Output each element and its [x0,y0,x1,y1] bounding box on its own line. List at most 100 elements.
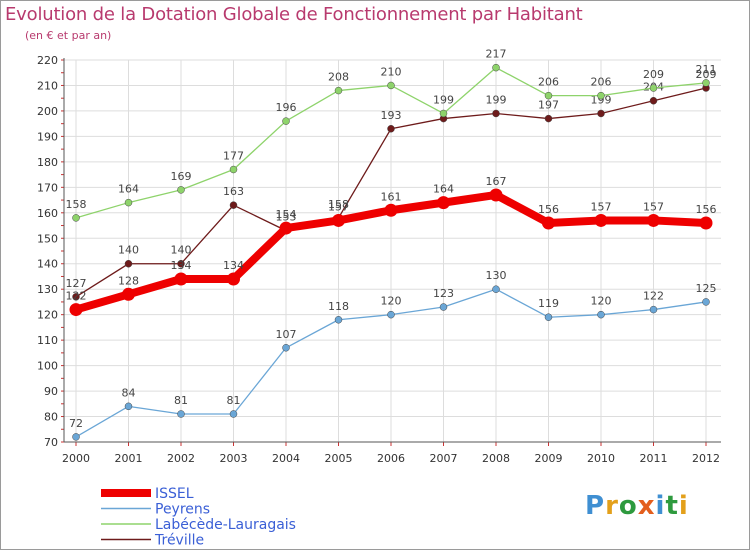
data-label: 119 [538,297,559,310]
data-point [439,303,448,311]
y-tick-label: 210 [37,79,58,92]
data-label: 157 [643,200,664,213]
x-tick-label: 2006 [377,452,405,465]
data-label: 154 [276,208,297,221]
legend-label: Labécède-Lauragais [155,517,296,533]
data-point [122,287,135,301]
data-label: 107 [276,328,297,341]
data-label: 125 [696,282,717,295]
data-label: 197 [538,99,559,112]
data-point [69,303,83,317]
logo-letter: t [665,491,679,521]
data-label: 199 [433,93,454,106]
data-point [177,259,185,268]
y-tick-label: 110 [37,334,58,347]
data-label: 157 [591,200,612,213]
data-label: 157 [328,200,349,213]
data-point [124,198,133,207]
data-label: 158 [66,198,87,211]
data-label: 120 [591,295,612,308]
data-point [72,293,80,301]
data-point [439,109,448,118]
data-point [229,410,238,418]
x-tick-label: 2011 [640,452,668,465]
data-point [597,91,605,100]
data-label: 217 [486,48,507,61]
data-label: 128 [118,274,139,287]
data-point [544,313,553,321]
x-tick-label: 2010 [587,452,615,465]
data-point [544,91,553,100]
y-tick-label: 200 [37,105,58,118]
chart-subtitle: (en € et par an) [25,29,112,42]
data-point [597,310,605,319]
data-label: 209 [696,68,717,81]
proxiti-logo: Proxiti [585,491,689,521]
data-point [489,188,503,202]
data-label: 81 [174,394,188,407]
data-point [332,213,345,227]
data-point [647,213,660,227]
data-label: 130 [486,269,507,282]
x-tick-label: 2005 [325,452,353,465]
data-label: 164 [433,183,454,196]
data-label: 84 [122,386,136,399]
y-tick-label: 70 [44,436,58,449]
data-label: 153 [276,211,297,224]
data-point [387,310,395,319]
data-label: 199 [591,93,612,106]
data-label: 118 [328,300,349,313]
data-label: 134 [171,259,192,272]
data-label: 81 [227,394,241,407]
data-label: 206 [538,76,559,89]
data-label: 120 [381,295,402,308]
data-point [702,79,710,87]
data-label: 163 [223,185,244,198]
data-label: 140 [171,244,192,257]
x-tick-label: 2002 [167,452,195,465]
data-point [699,216,713,230]
data-point [649,84,658,92]
y-tick-label: 160 [37,207,58,220]
x-tick-label: 2008 [482,452,510,465]
data-point [387,81,395,90]
y-tick-label: 130 [37,283,58,296]
data-point [492,109,500,118]
data-label: 123 [433,287,454,300]
y-tick-label: 80 [44,411,58,424]
data-point [387,125,395,133]
data-label: 169 [171,170,192,183]
data-point [279,221,293,235]
y-tick-label: 190 [37,130,58,143]
data-point [649,305,658,314]
data-point [702,298,710,306]
data-point [492,63,500,72]
data-label: 211 [696,63,717,76]
data-point [544,114,553,123]
legend-label: Peyrens [155,502,210,518]
legend-label: Tréville [154,533,204,549]
data-point [282,117,290,125]
data-label: 140 [118,244,139,257]
data-point [174,272,188,286]
data-point [437,196,450,210]
data-label: 158 [328,198,349,211]
data-label: 199 [486,93,507,106]
chart-title: Evolution de la Dotation Globale de Fonc… [5,4,583,25]
y-tick-label: 100 [37,360,58,373]
data-point [177,410,185,418]
data-label: 210 [381,65,402,78]
logo-letter: i [655,491,666,521]
data-label: 208 [328,71,349,84]
legend-label: ISSEL [155,486,194,502]
x-tick-label: 2007 [430,452,458,465]
data-label: 193 [381,109,402,122]
data-label: 156 [696,203,717,216]
data-label: 127 [66,277,87,290]
data-point [229,201,238,209]
logo-letter: r [605,491,619,521]
x-tick-label: 2012 [692,452,720,465]
y-tick-label: 220 [37,54,58,67]
